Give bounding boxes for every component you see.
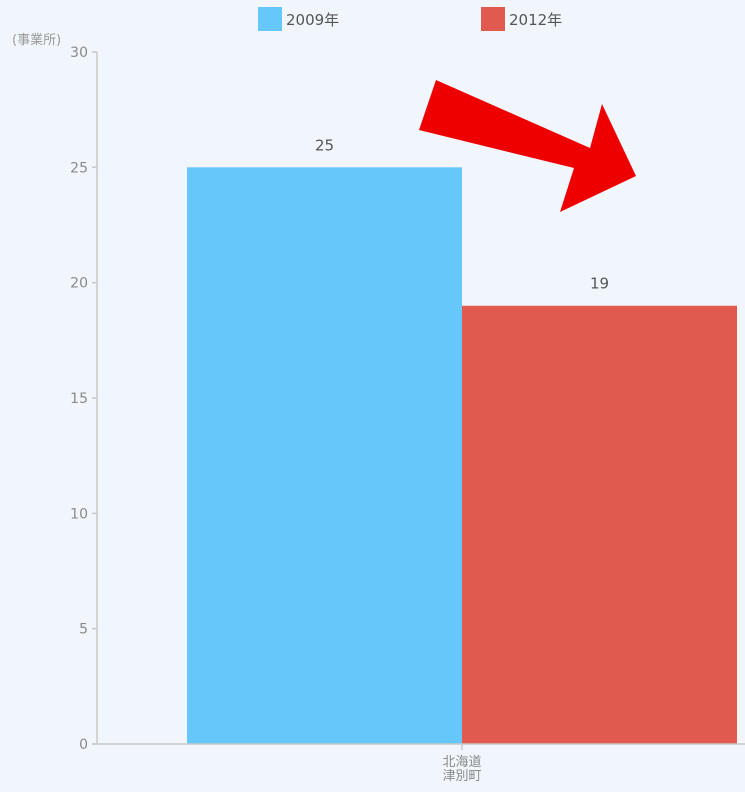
- bars: [187, 167, 737, 745]
- y-tick-label: 10: [70, 506, 88, 522]
- legend-label-2012年: 2012年: [509, 11, 562, 29]
- bar-2012年: [462, 305, 737, 744]
- y-axis: 0 5 10 15 20 25 30 (事業所): [12, 32, 98, 753]
- category-label: 北海道: [442, 755, 481, 770]
- data-label-2009年: 25: [315, 136, 334, 154]
- y-tick-label: 5: [79, 622, 88, 638]
- y-tick-label: 30: [70, 45, 88, 61]
- y-axis-unit-label: (事業所): [12, 32, 61, 48]
- data-labels: 25 19: [315, 136, 609, 292]
- y-tick-label: 15: [70, 391, 88, 407]
- legend-swatch-2012年: [481, 7, 505, 31]
- y-tick-label: 20: [70, 276, 88, 292]
- legend: 2009年 2012年: [258, 7, 562, 31]
- data-label-2012年: 19: [590, 275, 609, 293]
- y-tick-label: 25: [70, 160, 88, 176]
- arrow-icon: [419, 80, 636, 212]
- legend-swatch-2009年: [258, 7, 282, 31]
- bar-2009年: [187, 167, 462, 745]
- category-label: 津別町: [442, 769, 481, 784]
- y-tick-label: 0: [79, 737, 88, 753]
- legend-label-2009年: 2009年: [286, 11, 339, 29]
- arrow-decoration: [419, 80, 636, 212]
